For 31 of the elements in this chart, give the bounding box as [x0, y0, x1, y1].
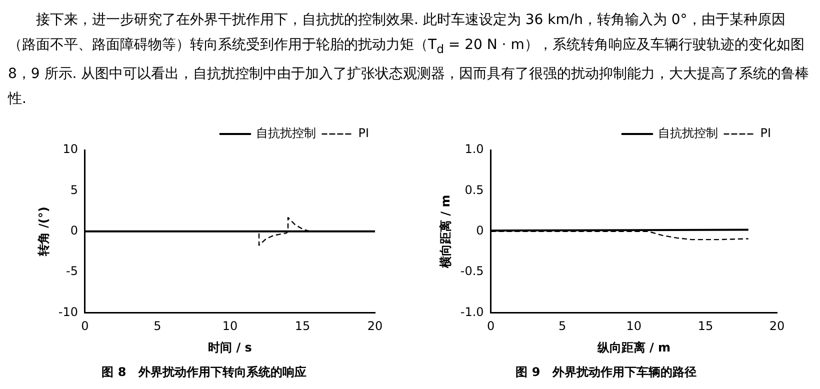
legend-label: PI: [760, 126, 772, 140]
y-tick-label: -1.0: [460, 304, 484, 319]
legend-label: PI: [358, 126, 370, 140]
x-tick-label: 5: [154, 318, 162, 333]
y-tick-label: 0: [70, 223, 78, 238]
text: 图 8 外界扰动作用下转向系统的响应: [102, 364, 306, 379]
y-axis-title: 转角 /(°): [36, 206, 50, 257]
x-tick-label: 15: [294, 318, 310, 333]
y-tick-label: 10: [62, 142, 78, 156]
x-tick-label: 0: [486, 318, 495, 333]
y-tick-label: 0: [476, 223, 484, 238]
x-tick-label: 10: [626, 318, 642, 333]
text: 图 9 外界扰动作用下车辆的路径: [516, 364, 696, 379]
x-tick-label: 20: [769, 318, 785, 333]
y-tick-label: 1.0: [464, 142, 484, 156]
legend-label: 自抗扰控制: [658, 126, 718, 140]
y-tick-label: -5: [66, 264, 78, 278]
x-axis-title: 纵向距离 / m: [596, 340, 671, 354]
x-tick-label: 20: [367, 318, 383, 333]
legend-label: 自抗扰控制: [256, 126, 316, 140]
x-tick-label: 15: [698, 318, 714, 333]
x-tick-label: 5: [558, 318, 566, 333]
y-tick-label: 0.5: [464, 182, 484, 197]
y-tick-label: -0.5: [460, 264, 484, 278]
x-tick-label: 10: [222, 318, 238, 333]
y-axis-title: 横向距离 / m: [438, 194, 452, 269]
x-axis-title: 时间 / s: [208, 340, 252, 354]
text: 接下来，进一步研究了在外界干扰作用下，自抗扰的控制效果. 此时车速设定为 36 km/h，转角输入为 0°，由于某种原因（路面不平、路面障碍物等）转向系统受到作用于轮胎的扰动力矩（T$_{d}$ = 20 N · m），系统转角响应及车辆行驶轨迹的变化如图 8，9 所示. 从图中可以看出，自抗扰控制中由于加入了扩张状态观测器，因而具有了很强的扰动抑制能力，大大提高了系统的鲁棒性.: [8, 11, 810, 109]
y-tick-label: -10: [58, 304, 78, 319]
y-tick-label: 5: [70, 182, 78, 197]
x-tick-label: 0: [81, 318, 89, 333]
